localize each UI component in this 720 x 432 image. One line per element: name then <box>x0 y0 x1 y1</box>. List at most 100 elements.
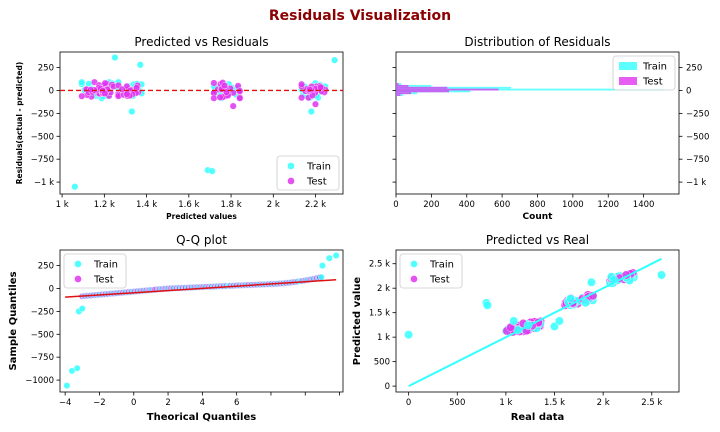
test-bar <box>396 88 499 91</box>
x-tick-label: 0 <box>406 398 411 408</box>
legend-label: Test <box>642 77 663 88</box>
x-tick-label: 1.4 k <box>136 200 157 210</box>
test-bar <box>396 84 409 87</box>
x-tick-label: 2 k <box>267 200 280 210</box>
x-tick-label: 1 k <box>499 398 512 408</box>
legend-marker <box>74 275 82 283</box>
reference-fit-line <box>65 279 337 298</box>
y-tick-label: 250 <box>38 64 54 74</box>
x-tick-label: −4 <box>59 398 72 408</box>
legend-label: Test <box>429 275 450 286</box>
y-tick-label: 2.5 k <box>369 260 390 270</box>
x-tick-label: 1.5 k <box>544 398 565 408</box>
ideal-fit-line <box>408 257 662 388</box>
x-tick-label: 500 <box>449 398 465 408</box>
train-bar <box>396 84 432 87</box>
train-point <box>482 300 492 310</box>
y-tick-label: 0 <box>686 86 691 96</box>
legend: Train Test <box>63 253 127 289</box>
chart-title: Distribution of Residuals <box>464 35 610 49</box>
test-point <box>298 80 306 88</box>
y-tick-label: 0 <box>49 284 54 294</box>
y-axis-label: Sample Quantiles <box>8 271 19 370</box>
y-tick-label: −250 <box>31 109 54 119</box>
x-tick-label: 600 <box>494 200 510 210</box>
y-tick-label: 0 <box>49 86 54 96</box>
y-axis-label: Predicted value <box>352 277 363 366</box>
test-bar <box>396 90 450 93</box>
train-point <box>325 254 333 262</box>
train-point <box>566 294 575 304</box>
train-point <box>136 61 144 69</box>
train-point <box>128 107 136 115</box>
legend: Train Test <box>399 253 463 289</box>
x-tick-label: 0 <box>131 398 136 408</box>
test-point <box>123 90 131 98</box>
y-tick-label: −500 <box>31 132 54 142</box>
train-point <box>111 54 119 62</box>
test-point <box>101 89 109 97</box>
plot-frame <box>395 51 680 195</box>
test-point <box>312 100 320 108</box>
train-bar <box>396 88 665 91</box>
train-point <box>63 382 71 389</box>
x-tick-label: 400 <box>459 200 475 210</box>
legend-label: Train <box>642 62 667 73</box>
test-point <box>216 93 224 101</box>
test-point <box>306 85 314 93</box>
legend-marker <box>287 177 295 185</box>
train-point <box>78 305 86 312</box>
legend-swatch <box>619 62 637 70</box>
train-point <box>509 316 519 326</box>
test-point <box>210 79 218 87</box>
figure-title: Residuals Visualization <box>269 8 451 24</box>
x-axis-label: Predicted values <box>166 212 237 221</box>
train-bar <box>396 86 511 89</box>
y-tick-label: −750 <box>31 353 54 363</box>
y-tick-label: −1000 <box>25 376 54 386</box>
y-tick-label: −1 k <box>34 178 54 188</box>
chart-title: Q-Q plot <box>176 233 227 247</box>
plot-frame <box>395 249 680 393</box>
histogram-bars <box>396 83 665 96</box>
train-point <box>331 56 339 64</box>
train-point <box>555 316 564 326</box>
train-point <box>71 183 79 191</box>
train-point <box>657 270 666 280</box>
y-tick-label: −750 <box>31 155 54 165</box>
y-tick-label: 1.5 k <box>369 309 390 319</box>
x-tick-label: 1 k <box>56 200 69 210</box>
legend-label: Test <box>93 275 114 286</box>
test-bar <box>396 86 448 89</box>
legend-marker <box>410 260 418 268</box>
test-point <box>317 83 325 91</box>
test-bar <box>396 83 399 85</box>
x-tick-label: 2.2 k <box>305 200 326 210</box>
x-axis-label: Count <box>523 212 554 222</box>
y-tick-label: 250 <box>686 64 702 74</box>
x-tick-label: 4 <box>200 398 205 408</box>
panel-predicted-vs-real: Predicted vs Real 0 500 1 k 1.5 k 2 k 2.5 k 0 50… <box>352 233 680 423</box>
x-tick-label: 2.5 k <box>641 398 662 408</box>
legend-label: Train <box>93 260 118 271</box>
x-tick-label: 1200 <box>597 200 619 210</box>
legend: Train Test <box>612 55 676 91</box>
train-point <box>318 262 326 269</box>
x-tick-label: 0 <box>393 200 398 210</box>
y-axis-label: Residuals(actual - predicted) <box>15 62 24 185</box>
train-point <box>307 107 315 115</box>
y-tick-label: −250 <box>31 307 54 317</box>
y-tick-label: −1 k <box>686 178 706 188</box>
test-bar <box>396 94 401 96</box>
x-tick-label: 2 k <box>597 398 610 408</box>
x-tick-label: 1.8 k <box>220 200 241 210</box>
legend-label: Train <box>306 162 331 173</box>
test-point <box>236 94 244 102</box>
train-point <box>332 252 340 259</box>
y-tick-label: 250 <box>38 262 54 272</box>
y-tick-label: 2 k <box>377 284 390 294</box>
legend-marker <box>410 275 418 283</box>
panel-predicted-vs-residuals: Predicted vs Residuals 1 k 1.2 k 1.4 k 1.6 k… <box>15 35 344 221</box>
x-tick-label: 1400 <box>633 200 655 210</box>
x-tick-label: −2 <box>93 398 106 408</box>
